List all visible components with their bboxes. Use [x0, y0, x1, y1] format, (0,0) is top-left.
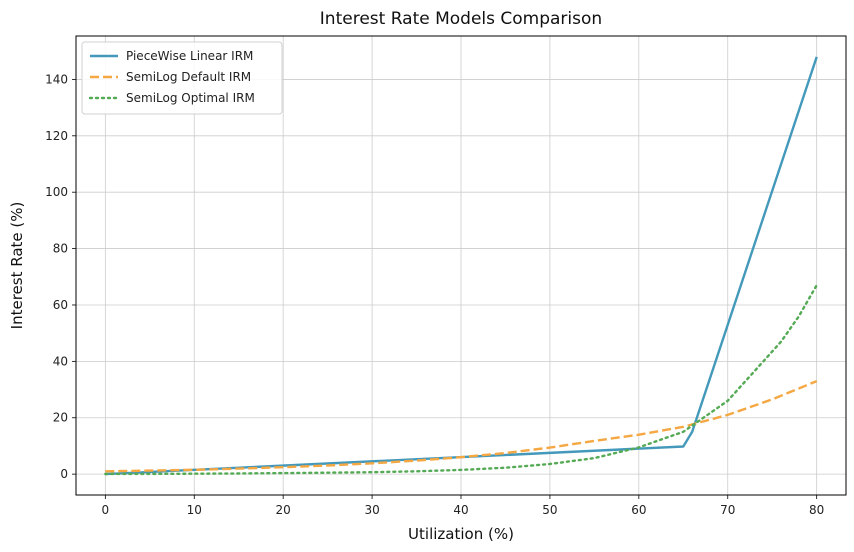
- y-tick-label: 20: [53, 411, 68, 425]
- x-tick-label: 80: [809, 503, 824, 517]
- y-tick-label: 40: [53, 354, 68, 368]
- x-tick-label: 70: [720, 503, 735, 517]
- y-tick-label: 80: [53, 242, 68, 256]
- legend-box: [81, 41, 283, 115]
- legend-entry: SemiLog Default IRM: [126, 70, 251, 84]
- series-line-semilog-optimal-irm: [104, 284, 818, 476]
- legend-entry: PieceWise Linear IRM: [126, 49, 253, 63]
- chart-title: Interest Rate Models Comparison: [320, 9, 602, 29]
- x-axis-label: Utilization (%): [408, 525, 514, 543]
- grid: [76, 36, 846, 495]
- y-tick-label: 120: [45, 129, 68, 143]
- x-tick-label: 40: [453, 503, 468, 517]
- x-tick-label: 0: [102, 503, 110, 517]
- legend-entry: SemiLog Optimal IRM: [126, 91, 255, 105]
- ticks: 0 10 20 30 40 50 60 70 80 0 20 40 60 80 100 120 140: [45, 72, 824, 517]
- series-line-semilog-default-irm: [105, 379, 818, 473]
- legend: PieceWise Linear IRM SemiLog Default IRM S…: [81, 41, 283, 115]
- y-axis-label: Interest Rate (%): [8, 202, 26, 330]
- x-tick-label: 30: [364, 503, 379, 517]
- y-tick-label: 60: [53, 298, 68, 312]
- y-tick-label: 100: [45, 185, 68, 199]
- series-lines: [104, 56, 818, 476]
- x-tick-label: 10: [187, 503, 202, 517]
- x-tick-label: 20: [276, 503, 291, 517]
- y-tick-label: 140: [45, 72, 68, 86]
- series-line-piecewise-linear-irm: [105, 56, 818, 476]
- x-tick-label: 60: [631, 503, 646, 517]
- x-tick-label: 50: [542, 503, 557, 517]
- y-tick-label: 0: [60, 467, 68, 481]
